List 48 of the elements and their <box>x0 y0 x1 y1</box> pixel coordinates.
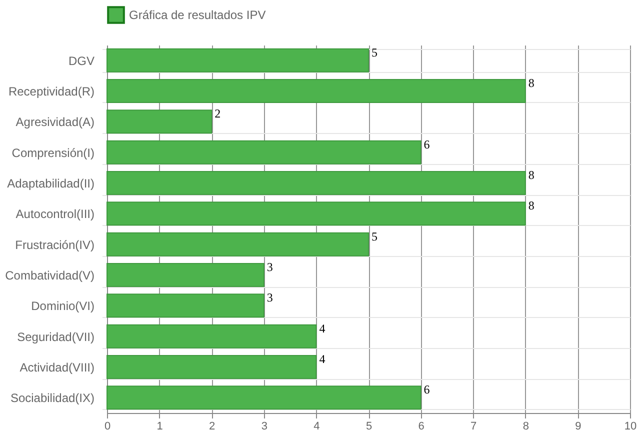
x-tick-label: 10 <box>624 420 637 431</box>
data-label: 2 <box>214 106 221 121</box>
data-label: 5 <box>372 229 378 244</box>
x-tick-label: 6 <box>418 420 424 431</box>
bar <box>106 386 422 410</box>
bar <box>106 232 369 256</box>
data-label: 3 <box>266 290 273 305</box>
data-label: 6 <box>424 137 430 152</box>
y-tick-label: Combatividad(V) <box>5 268 94 282</box>
y-tick-label: Receptividad(R) <box>8 84 94 98</box>
x-tick-label: 5 <box>366 420 372 431</box>
x-tick-label: 9 <box>575 420 582 431</box>
data-label: 8 <box>528 168 534 182</box>
y-tick-label: Sociabilidad(IX) <box>10 391 94 406</box>
data-label: 3 <box>266 260 273 274</box>
bar <box>106 294 264 318</box>
y-tick-label: Dominio(VI) <box>31 299 94 314</box>
bar <box>106 48 369 72</box>
y-tick-label: Seguridad(VII) <box>17 330 94 344</box>
x-tick-label: 4 <box>314 420 320 431</box>
y-tick-label: Autocontrol(III) <box>16 207 94 222</box>
x-tick-label: 3 <box>261 420 268 431</box>
bar <box>106 202 526 226</box>
bar <box>106 140 422 164</box>
y-tick-label: Frustración(IV) <box>15 238 94 252</box>
x-tick-label: 2 <box>209 420 216 431</box>
data-label: 4 <box>319 352 326 366</box>
x-tick-label: 1 <box>156 420 163 431</box>
bar <box>106 171 526 195</box>
y-tick-label: Agresividad(A) <box>16 115 94 130</box>
y-tick-label: Adaptabilidad(II) <box>7 176 94 190</box>
y-tick-label: Comprensión(I) <box>12 146 94 160</box>
bar <box>106 79 526 103</box>
bar <box>106 324 317 348</box>
x-tick-label: 8 <box>522 420 529 431</box>
data-label: 8 <box>528 76 534 90</box>
y-tick-label: Actividad(VIII) <box>20 360 94 374</box>
bar <box>106 355 317 379</box>
x-tick-label: 7 <box>470 420 477 431</box>
x-tick-label: 0 <box>104 420 111 431</box>
legend-label: Gráfica de resultados IPV <box>129 8 266 22</box>
bar <box>106 263 264 287</box>
bar <box>106 110 212 134</box>
data-label: 5 <box>372 45 378 60</box>
data-label: 6 <box>424 382 430 397</box>
data-label: 4 <box>319 321 326 336</box>
y-tick-label: DGV <box>68 54 94 68</box>
data-label: 8 <box>528 198 534 213</box>
